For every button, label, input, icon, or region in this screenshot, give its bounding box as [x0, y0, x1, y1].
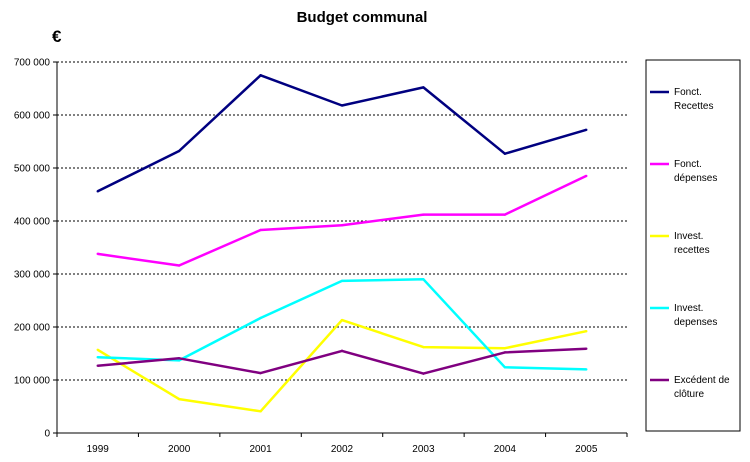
data-point — [422, 278, 425, 281]
data-point — [422, 213, 425, 216]
legend-label: Fonct. — [674, 159, 702, 170]
x-tick-label: 2003 — [412, 444, 435, 455]
x-tick-label: 2002 — [331, 444, 354, 455]
data-point — [177, 149, 181, 153]
series-line — [97, 318, 587, 413]
x-tick-label: 2000 — [168, 444, 191, 455]
data-point — [422, 372, 425, 375]
data-point — [340, 279, 344, 283]
x-tick-label: 1999 — [87, 444, 110, 455]
series-lines — [96, 74, 588, 413]
y-tick-label: 0 — [44, 429, 50, 440]
y-tick-label: 600 000 — [14, 111, 51, 122]
data-point — [259, 228, 262, 232]
data-point — [503, 152, 507, 155]
data-point — [259, 316, 262, 320]
data-point — [259, 371, 262, 375]
y-tick-label: 700 000 — [14, 58, 51, 69]
legend-label: Invest. — [674, 231, 703, 242]
data-point — [585, 368, 588, 371]
data-point — [259, 74, 262, 77]
legend-box — [645, 59, 741, 432]
data-point — [177, 359, 181, 362]
data-point — [177, 264, 181, 267]
data-point — [340, 104, 344, 107]
data-point — [177, 357, 181, 360]
x-tick-label: 2005 — [575, 444, 598, 455]
data-point — [340, 224, 344, 227]
data-point — [422, 86, 425, 89]
gridlines — [57, 61, 627, 381]
legend-label: Recettes — [674, 101, 713, 112]
data-point — [96, 348, 99, 351]
data-point — [96, 252, 99, 256]
series-line — [97, 74, 587, 193]
data-point — [503, 347, 507, 350]
data-point — [96, 364, 99, 367]
legend-label: Excédent de — [674, 375, 730, 386]
data-point — [340, 349, 344, 353]
chart-title: Budget communal — [297, 9, 428, 26]
data-point — [585, 330, 588, 333]
data-point — [585, 174, 588, 178]
data-point — [177, 397, 181, 401]
data-point — [585, 347, 588, 350]
y-tick-label: 100 000 — [14, 376, 51, 387]
x-tick-label: 2004 — [494, 444, 517, 455]
y-axis-unit-label: € — [52, 27, 62, 46]
data-point — [503, 366, 507, 369]
data-point — [259, 410, 262, 413]
y-tick-label: 500 000 — [14, 164, 51, 175]
data-point — [585, 128, 588, 132]
data-point — [96, 356, 99, 359]
legend-label: clôture — [674, 389, 704, 400]
legend: Fonct. Recettes Fonct. dépenses Invest. recet… — [645, 59, 741, 432]
legend-label: dépenses — [674, 173, 717, 184]
legend-label: depenses — [674, 317, 717, 328]
y-tick-label: 200 000 — [14, 323, 51, 334]
y-tick-label: 400 000 — [14, 217, 51, 228]
data-point — [96, 190, 99, 193]
legend-label: Invest. — [674, 303, 703, 314]
legend-label: Fonct. — [674, 87, 702, 98]
data-point — [503, 213, 507, 216]
data-point — [503, 351, 507, 354]
data-point — [340, 318, 344, 322]
y-tick-label: 300 000 — [14, 270, 51, 281]
x-tick-label: 2001 — [249, 444, 272, 455]
data-point — [422, 345, 425, 349]
axes: 0 100 000 200 000 300 000 400 000 500 000 600 … — [14, 58, 628, 455]
legend-label: recettes — [674, 245, 710, 256]
series-line — [97, 278, 587, 371]
